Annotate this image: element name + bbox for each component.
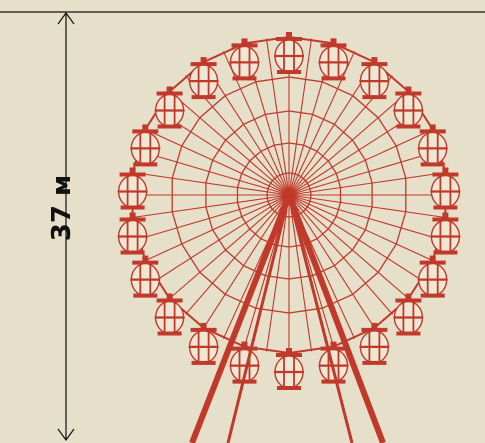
cabin bbox=[393, 293, 424, 336]
support-brace-right bbox=[287, 194, 354, 443]
wheel-spoke bbox=[288, 194, 393, 315]
dimension-arrow-top bbox=[57, 11, 75, 25]
wheel-spoke bbox=[288, 194, 375, 329]
wheel-spoke bbox=[132, 171, 290, 196]
cabin bbox=[417, 255, 448, 298]
wheel-spoke bbox=[288, 38, 313, 196]
cabin bbox=[274, 348, 304, 390]
cabin bbox=[359, 57, 390, 100]
wheel-spoke bbox=[203, 194, 290, 329]
wheel-spoke bbox=[185, 194, 290, 315]
wheel-spoke bbox=[288, 171, 446, 196]
cabin bbox=[274, 32, 304, 74]
wheel-spoke bbox=[145, 128, 290, 196]
cabin bbox=[188, 57, 219, 100]
cabin bbox=[154, 86, 185, 129]
wheel-spoke bbox=[265, 38, 290, 196]
wheel-spoke bbox=[265, 194, 290, 352]
cabin bbox=[430, 212, 461, 255]
support-leg-left bbox=[189, 193, 292, 443]
wheel-spoke bbox=[137, 194, 290, 241]
wheel-spoke bbox=[288, 194, 446, 219]
wheel-spoke bbox=[169, 91, 290, 196]
wheel-spoke bbox=[169, 194, 290, 299]
wheel-spoke bbox=[288, 194, 423, 281]
cabin bbox=[229, 38, 260, 81]
cabin bbox=[154, 293, 185, 336]
cabin bbox=[130, 255, 161, 298]
wheel-spoke bbox=[288, 194, 441, 241]
support-leg-right bbox=[286, 193, 386, 443]
dimension-arrow-bottom bbox=[57, 428, 75, 442]
wheel-spoke bbox=[145, 194, 290, 262]
wheel-spoke bbox=[288, 128, 433, 196]
wheel-spoke bbox=[132, 194, 290, 219]
wheel-spoke bbox=[288, 149, 441, 196]
wheel-spoke bbox=[155, 194, 290, 281]
cabin bbox=[393, 86, 424, 129]
cabin bbox=[417, 124, 448, 167]
wheel-spoke bbox=[288, 51, 356, 196]
cabin bbox=[318, 38, 349, 81]
wheel-spoke bbox=[288, 194, 409, 299]
cabin bbox=[430, 167, 461, 210]
wheel-spoke bbox=[222, 51, 290, 196]
cabin bbox=[117, 167, 148, 210]
wheel-spoke bbox=[288, 194, 313, 352]
cabin bbox=[130, 124, 161, 167]
support-brace-left bbox=[226, 194, 291, 443]
height-label: 37 м bbox=[47, 174, 77, 242]
ferris-wheel bbox=[117, 32, 461, 443]
cabin bbox=[117, 212, 148, 255]
wheel-spoke bbox=[288, 194, 433, 262]
height-dimension bbox=[57, 11, 75, 442]
cabin bbox=[359, 322, 390, 365]
wheel-spoke bbox=[288, 91, 409, 196]
wheel-spoke bbox=[137, 149, 290, 196]
cabin bbox=[188, 322, 219, 365]
